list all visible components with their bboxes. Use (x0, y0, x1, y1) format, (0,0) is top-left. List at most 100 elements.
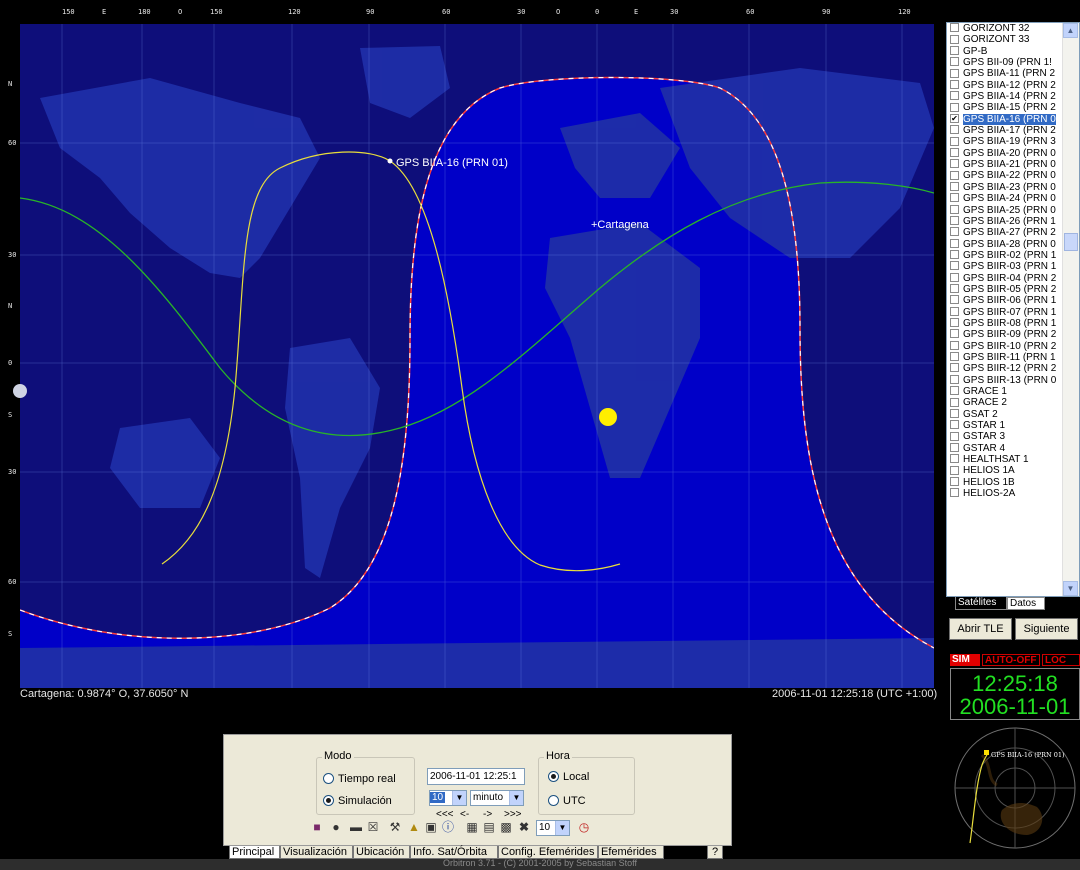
satellite-checkbox[interactable] (950, 454, 959, 464)
satellite-list-item[interactable]: GPS BIIR-06 (PRN 1 (947, 295, 1065, 306)
satellite-list-item[interactable]: ✔ GPS BIIA-16 (PRN 0 (947, 113, 1065, 126)
radar-view[interactable]: GPS BIIA-16 (PRN 01) (952, 725, 1078, 851)
clock-icon[interactable]: ◷ (578, 820, 590, 834)
satellite-list-item[interactable]: GP-B (947, 46, 1065, 57)
camera-icon[interactable]: ● (332, 820, 340, 834)
map-canvas[interactable]: GPS BIIA-16 (PRN 01) +Cartagena (0, 8, 946, 688)
satellite-list-item[interactable]: GPS BIIA-27 (PRN 2 (947, 227, 1065, 238)
satellite-checkbox[interactable] (950, 102, 959, 112)
satellite-list-item[interactable]: GPS BIIR-12 (PRN 2 (947, 363, 1065, 374)
tab-help[interactable]: ? (707, 846, 723, 859)
satellite-checkbox[interactable] (950, 181, 959, 191)
satellite-checkbox[interactable] (950, 261, 959, 271)
minimize-icon[interactable]: ▬ (350, 820, 362, 834)
satellite-checkbox[interactable] (950, 284, 959, 294)
tab-info-sat-orbita[interactable]: Info. Sat/Órbita (410, 846, 498, 859)
satellite-list-item[interactable]: GPS BIIA-19 (PRN 3 (947, 136, 1065, 147)
satellite-list-item[interactable]: GSTAR 3 (947, 431, 1065, 442)
open-tle-button[interactable]: Abrir TLE (949, 618, 1012, 640)
next-button[interactable]: Siguiente (1015, 618, 1078, 640)
grid-icon[interactable]: ▦ (466, 820, 478, 834)
satellite-checkbox[interactable]: ✔ (950, 113, 959, 123)
satellite-checkbox[interactable] (950, 136, 959, 146)
close-window-icon[interactable]: ☒ (367, 820, 379, 834)
utc-radio-dot[interactable] (548, 794, 559, 806)
satellite-checkbox[interactable] (950, 45, 959, 55)
datetime-input[interactable]: 2006-11-01 12:25:1 (427, 768, 525, 785)
satellite-list-item[interactable]: GORIZONT 32 (947, 23, 1065, 34)
satellite-checkbox[interactable] (950, 193, 959, 203)
tiempo-real-radio[interactable]: Tiempo real (323, 772, 396, 785)
satellite-list-item[interactable]: GPS BII-09 (PRN 1! (947, 57, 1065, 68)
step-back-button[interactable]: <- (460, 809, 470, 820)
fullscreen-icon[interactable]: ✖ (518, 820, 530, 834)
simulacion-radio[interactable]: Simulación (323, 794, 392, 807)
world-map[interactable]: GPS BIIA-16 (PRN 01) +Cartagena 150 E 18… (0, 8, 946, 688)
tab-principal[interactable]: Principal (229, 846, 280, 859)
layout-icon[interactable]: ▩ (500, 820, 512, 834)
step-forward-button[interactable]: -> (483, 809, 493, 820)
satellite-checkbox[interactable] (950, 57, 959, 67)
satellite-list-item[interactable]: GPS BIIA-26 (PRN 1 (947, 216, 1065, 227)
satellite-checkbox[interactable] (950, 170, 959, 180)
satellite-checkbox[interactable] (950, 91, 959, 101)
satellite-checkbox[interactable] (950, 159, 959, 169)
satellite-checkbox[interactable] (950, 147, 959, 157)
tab-satelites[interactable]: Satélites (955, 597, 1007, 610)
satellite-checkbox[interactable] (950, 68, 959, 78)
chevron-down-icon[interactable]: ▼ (509, 791, 523, 805)
satellite-list-item[interactable]: GPS BIIA-14 (PRN 2 (947, 91, 1065, 102)
satellite-list-item[interactable]: HEALTHSAT 1 (947, 454, 1065, 465)
step-back-fast-button[interactable]: <<< (436, 809, 454, 820)
satellite-list-item[interactable]: GPS BIIA-21 (PRN 0 (947, 159, 1065, 170)
tiempo-real-radio-dot[interactable] (323, 772, 334, 784)
satellite-checkbox[interactable] (950, 272, 959, 282)
satellite-list-item[interactable]: GRACE 1 (947, 386, 1065, 397)
satellite-list-item[interactable]: GPS BIIA-28 (PRN 0 (947, 239, 1065, 250)
satellite-checkbox[interactable] (950, 340, 959, 350)
local-radio-dot[interactable] (548, 770, 559, 782)
satellite-checkbox[interactable] (950, 374, 959, 384)
satellite-checkbox[interactable] (950, 34, 959, 44)
satellite-checkbox[interactable] (950, 408, 959, 418)
satellite-checkbox[interactable] (950, 79, 959, 89)
tools-icon[interactable]: ⚒ (389, 820, 401, 834)
satellite-checkbox[interactable] (950, 442, 959, 452)
satellite-checkbox[interactable] (950, 306, 959, 316)
save-icon[interactable]: ▣ (425, 820, 437, 834)
satellite-checkbox[interactable] (950, 431, 959, 441)
satellite-list-item[interactable]: GRACE 2 (947, 397, 1065, 408)
info-icon[interactable]: ⓘ (441, 820, 454, 834)
satellite-list-item[interactable]: GPS BIIA-22 (PRN 0 (947, 170, 1065, 181)
satellite-list-item[interactable]: GPS BIIR-13 (PRN 0 (947, 375, 1065, 386)
satellite-list[interactable]: GORIZONT 32 GORIZONT 33 GP-B GPS BII-09 (PR… (946, 22, 1080, 597)
satellite-list-item[interactable]: GORIZONT 33 (947, 34, 1065, 45)
satellite-list-item[interactable]: GPS BIIA-12 (PRN 2 (947, 80, 1065, 91)
satellite-list-item[interactable]: GPS BIIA-25 (PRN 0 (947, 205, 1065, 216)
book-icon[interactable]: ■ (313, 820, 321, 834)
satellite-list-item[interactable]: GPS BIIA-17 (PRN 2 (947, 125, 1065, 136)
auto-off-badge[interactable]: AUTO-OFF (982, 654, 1040, 666)
simulacion-radio-dot[interactable] (323, 794, 334, 806)
satellite-list-item[interactable]: GPS BIIA-11 (PRN 2 (947, 68, 1065, 79)
satellite-checkbox[interactable] (950, 465, 959, 475)
satellite-list-item[interactable]: GPS BIIR-08 (PRN 1 (947, 318, 1065, 329)
satellite-checkbox[interactable] (950, 227, 959, 237)
satellite-checkbox[interactable] (950, 238, 959, 248)
zoom-select[interactable]: 10 ▼ (536, 820, 570, 836)
satellite-list-item[interactable]: GSAT 2 (947, 409, 1065, 420)
sim-badge[interactable]: SIM (950, 654, 980, 666)
satellite-checkbox[interactable] (950, 125, 959, 135)
satellite-list-item[interactable]: GPS BIIA-23 (PRN 0 (947, 182, 1065, 193)
satellite-list-item[interactable]: HELIOS 1B (947, 477, 1065, 488)
tab-ubicacion[interactable]: Ubicación (353, 846, 410, 859)
satellite-checkbox[interactable] (950, 204, 959, 214)
satellite-list-item[interactable]: GPS BIIR-04 (PRN 2 (947, 273, 1065, 284)
satellite-list-item[interactable]: GPS BIIR-09 (PRN 2 (947, 329, 1065, 340)
satellite-checkbox[interactable] (950, 420, 959, 430)
satellite-checkbox[interactable] (950, 329, 959, 339)
satellite-list-item[interactable]: GPS BIIR-07 (PRN 1 (947, 307, 1065, 318)
satellite-list-item[interactable]: GPS BIIA-20 (PRN 0 (947, 148, 1065, 159)
satellite-checkbox[interactable] (950, 476, 959, 486)
step-value-select[interactable]: 10 ▼ (429, 790, 467, 806)
